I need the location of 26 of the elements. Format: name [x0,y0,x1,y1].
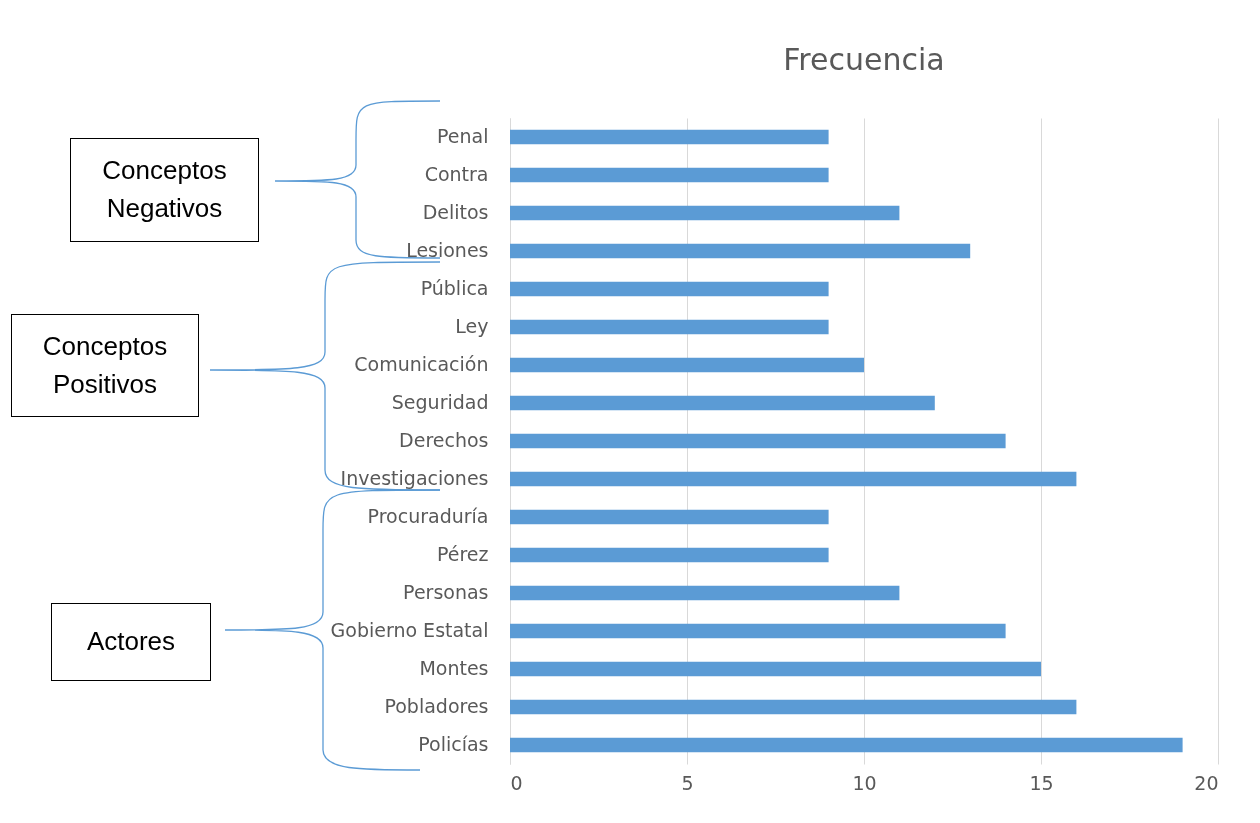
y-tick-label: Pública [420,277,489,299]
chart-title: Frecuencia [783,42,945,77]
y-tick-label: Contra [424,163,489,185]
y-tick-label: Penal [437,125,489,147]
text: Conceptos Positivos [41,329,169,401]
y-tick-label: Pérez [436,543,489,565]
x-tick-label: 15 [1029,771,1054,794]
x-tick-label: 10 [852,771,877,794]
x-tick-label: 0 [510,771,523,794]
x-tick-label: 5 [681,771,694,794]
text: Conceptos Negativos [101,154,228,225]
y-tick-label: Ley [455,315,489,337]
y-tick-label: Personas [403,581,489,603]
text: Actores [86,625,176,659]
y-tick-label: Procuraduría [367,505,489,527]
y-tick-label: Comunicación [354,353,489,375]
y-tick-label: Delitos [422,201,489,223]
y-tick-label: Derechos [399,429,489,451]
y-tick-label: Pobladores [384,695,489,717]
y-tick-label: Lesiones [406,239,489,261]
y-tick-label: Gobierno Estatal [330,619,489,641]
y-tick-label: Seguridad [391,391,489,413]
x-tick-label: 20 [1194,771,1219,794]
y-tick-label: Investigaciones [340,467,489,489]
y-tick-label: Montes [419,657,489,679]
y-tick-label: Policías [418,733,489,755]
